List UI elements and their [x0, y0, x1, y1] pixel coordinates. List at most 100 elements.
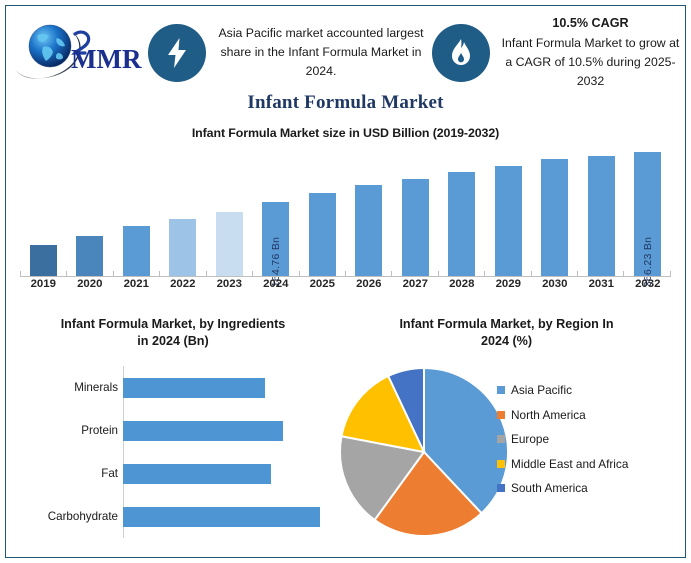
- ingredient-row: Fat: [20, 463, 320, 484]
- ingredient-track: [123, 420, 320, 441]
- axis-tick: [159, 271, 161, 277]
- column-bar: [448, 171, 476, 276]
- legend-label: Middle East and Africa: [511, 456, 629, 471]
- column-slot: [160, 152, 207, 276]
- column-category-label: 2028: [449, 278, 475, 290]
- column-category-label: 2020: [77, 278, 103, 290]
- column-category-label: 2026: [356, 278, 382, 290]
- column-slot: [578, 152, 625, 276]
- column-bar: [122, 226, 150, 276]
- axis-tick: [530, 271, 532, 277]
- pie-slice: [386, 366, 425, 453]
- legend-swatch: [497, 386, 505, 395]
- legend-item: Middle East and Africa: [497, 452, 679, 477]
- column-slot: [485, 152, 532, 276]
- legend-swatch: [497, 459, 505, 468]
- column-bar: [215, 211, 243, 276]
- column-category-label: 2024: [263, 278, 289, 290]
- cagr-insight-text: 10.5% CAGR Infant Formula Market to grow…: [498, 14, 683, 92]
- column-slot: [113, 152, 160, 276]
- legend-swatch: [497, 435, 505, 444]
- column-category-label: 2025: [309, 278, 335, 290]
- ingredients-axis-line: [123, 366, 124, 538]
- column-bar: [29, 245, 57, 276]
- legend-item: South America: [497, 476, 679, 501]
- axis-tick: [484, 271, 486, 277]
- ingredient-bar: [123, 463, 271, 484]
- ingredient-row: Carbohydrate: [20, 506, 320, 527]
- ingredient-bar: [123, 420, 283, 441]
- legend-item: Asia Pacific: [497, 378, 679, 403]
- ingredients-chart-title: Infant Formula Market, by Ingredients in…: [12, 316, 334, 350]
- column-category-label: 2029: [495, 278, 521, 290]
- legend-item: North America: [497, 403, 679, 428]
- region-panel: Infant Formula Market, by Region In 2024…: [334, 316, 679, 554]
- column-slot: [299, 152, 346, 276]
- page-title: Infant Formula Market: [247, 92, 444, 113]
- column-slot: [67, 152, 114, 276]
- axis-tick: [298, 271, 300, 277]
- column-slot: [206, 152, 253, 276]
- column-bar: [76, 236, 104, 276]
- legend-swatch: [497, 410, 505, 419]
- region-chart-title: Infant Formula Market, by Region In 2024…: [334, 316, 679, 350]
- column-bar: [541, 159, 569, 276]
- axis-tick: [623, 271, 625, 277]
- legend-label: Asia Pacific: [511, 383, 572, 398]
- pie-slice: [423, 366, 509, 515]
- pie-slice: [340, 374, 426, 454]
- logo-text: MMR: [71, 44, 142, 74]
- region-title-line1: Infant Formula Market, by Region In: [399, 317, 614, 331]
- pie-svg: [339, 366, 509, 537]
- ingredient-row: Protein: [20, 420, 320, 441]
- column-slot: 366.23 Bn: [625, 152, 672, 287]
- legend-label: Europe: [511, 432, 550, 447]
- ingredient-label: Protein: [81, 424, 118, 437]
- column-bar: [308, 192, 336, 276]
- column-slot: 164.76 Bn: [253, 152, 300, 287]
- column-category-label: 2022: [170, 278, 196, 290]
- cagr-note: Infant Formula Market to grow at a CAGR …: [501, 36, 680, 89]
- axis-tick: [437, 271, 439, 277]
- left-insight-text: Asia Pacific market accounted largest sh…: [218, 25, 424, 79]
- pie-slice: [339, 435, 426, 522]
- column-category-label: 2021: [123, 278, 149, 290]
- ingredient-track: [123, 506, 320, 527]
- column-slot: [532, 152, 579, 276]
- ingredients-title-line1: Infant Formula Market, by Ingredients: [60, 317, 286, 331]
- globe-logo-icon: MMR: [16, 24, 142, 79]
- region-title-line2: 2024 (%): [480, 334, 533, 348]
- legend-label: North America: [511, 407, 586, 422]
- ingredients-plot: Minerals Protein Fat Carbohydrate: [20, 366, 320, 538]
- flame-drop-icon: [432, 23, 490, 82]
- ingredients-title-line2: in 2024 (Bn): [137, 334, 209, 348]
- column-slot: [20, 152, 67, 276]
- region-legend: Asia Pacific North America Europe Middle Ea…: [497, 378, 679, 501]
- ingredients-panel: Infant Formula Market, by Ingredients in…: [12, 316, 334, 554]
- column-category-label: 2031: [588, 278, 614, 290]
- ingredient-label: Fat: [101, 467, 118, 480]
- axis-tick: [391, 271, 393, 277]
- axis-tick: [205, 271, 207, 277]
- pie-slice: [373, 450, 483, 537]
- ingredient-label: Carbohydrate: [47, 510, 118, 523]
- mmr-logo: MMR: [12, 13, 144, 93]
- column-category-label: 2032: [635, 278, 661, 290]
- ingredients-rows: Minerals Protein Fat Carbohydrate: [20, 366, 320, 538]
- column-slot: [346, 152, 393, 276]
- column-category-label: 2019: [30, 278, 56, 290]
- axis-tick: [66, 271, 68, 277]
- market-size-column-chart: Infant Formula Market size in USD Billio…: [12, 126, 679, 306]
- column-chart-ticks: [20, 271, 671, 277]
- column-slot: [439, 152, 486, 276]
- header: MMR Asia Pacific market accounted larges…: [12, 10, 679, 95]
- cagr-headline: 10.5% CAGR: [552, 15, 629, 30]
- axis-tick: [20, 271, 21, 277]
- column-bar: [494, 165, 522, 276]
- region-pie: [336, 360, 511, 540]
- column-category-label: 2027: [402, 278, 428, 290]
- axis-tick: [344, 271, 346, 277]
- axis-tick: [669, 271, 671, 277]
- ingredient-row: Minerals: [20, 377, 320, 398]
